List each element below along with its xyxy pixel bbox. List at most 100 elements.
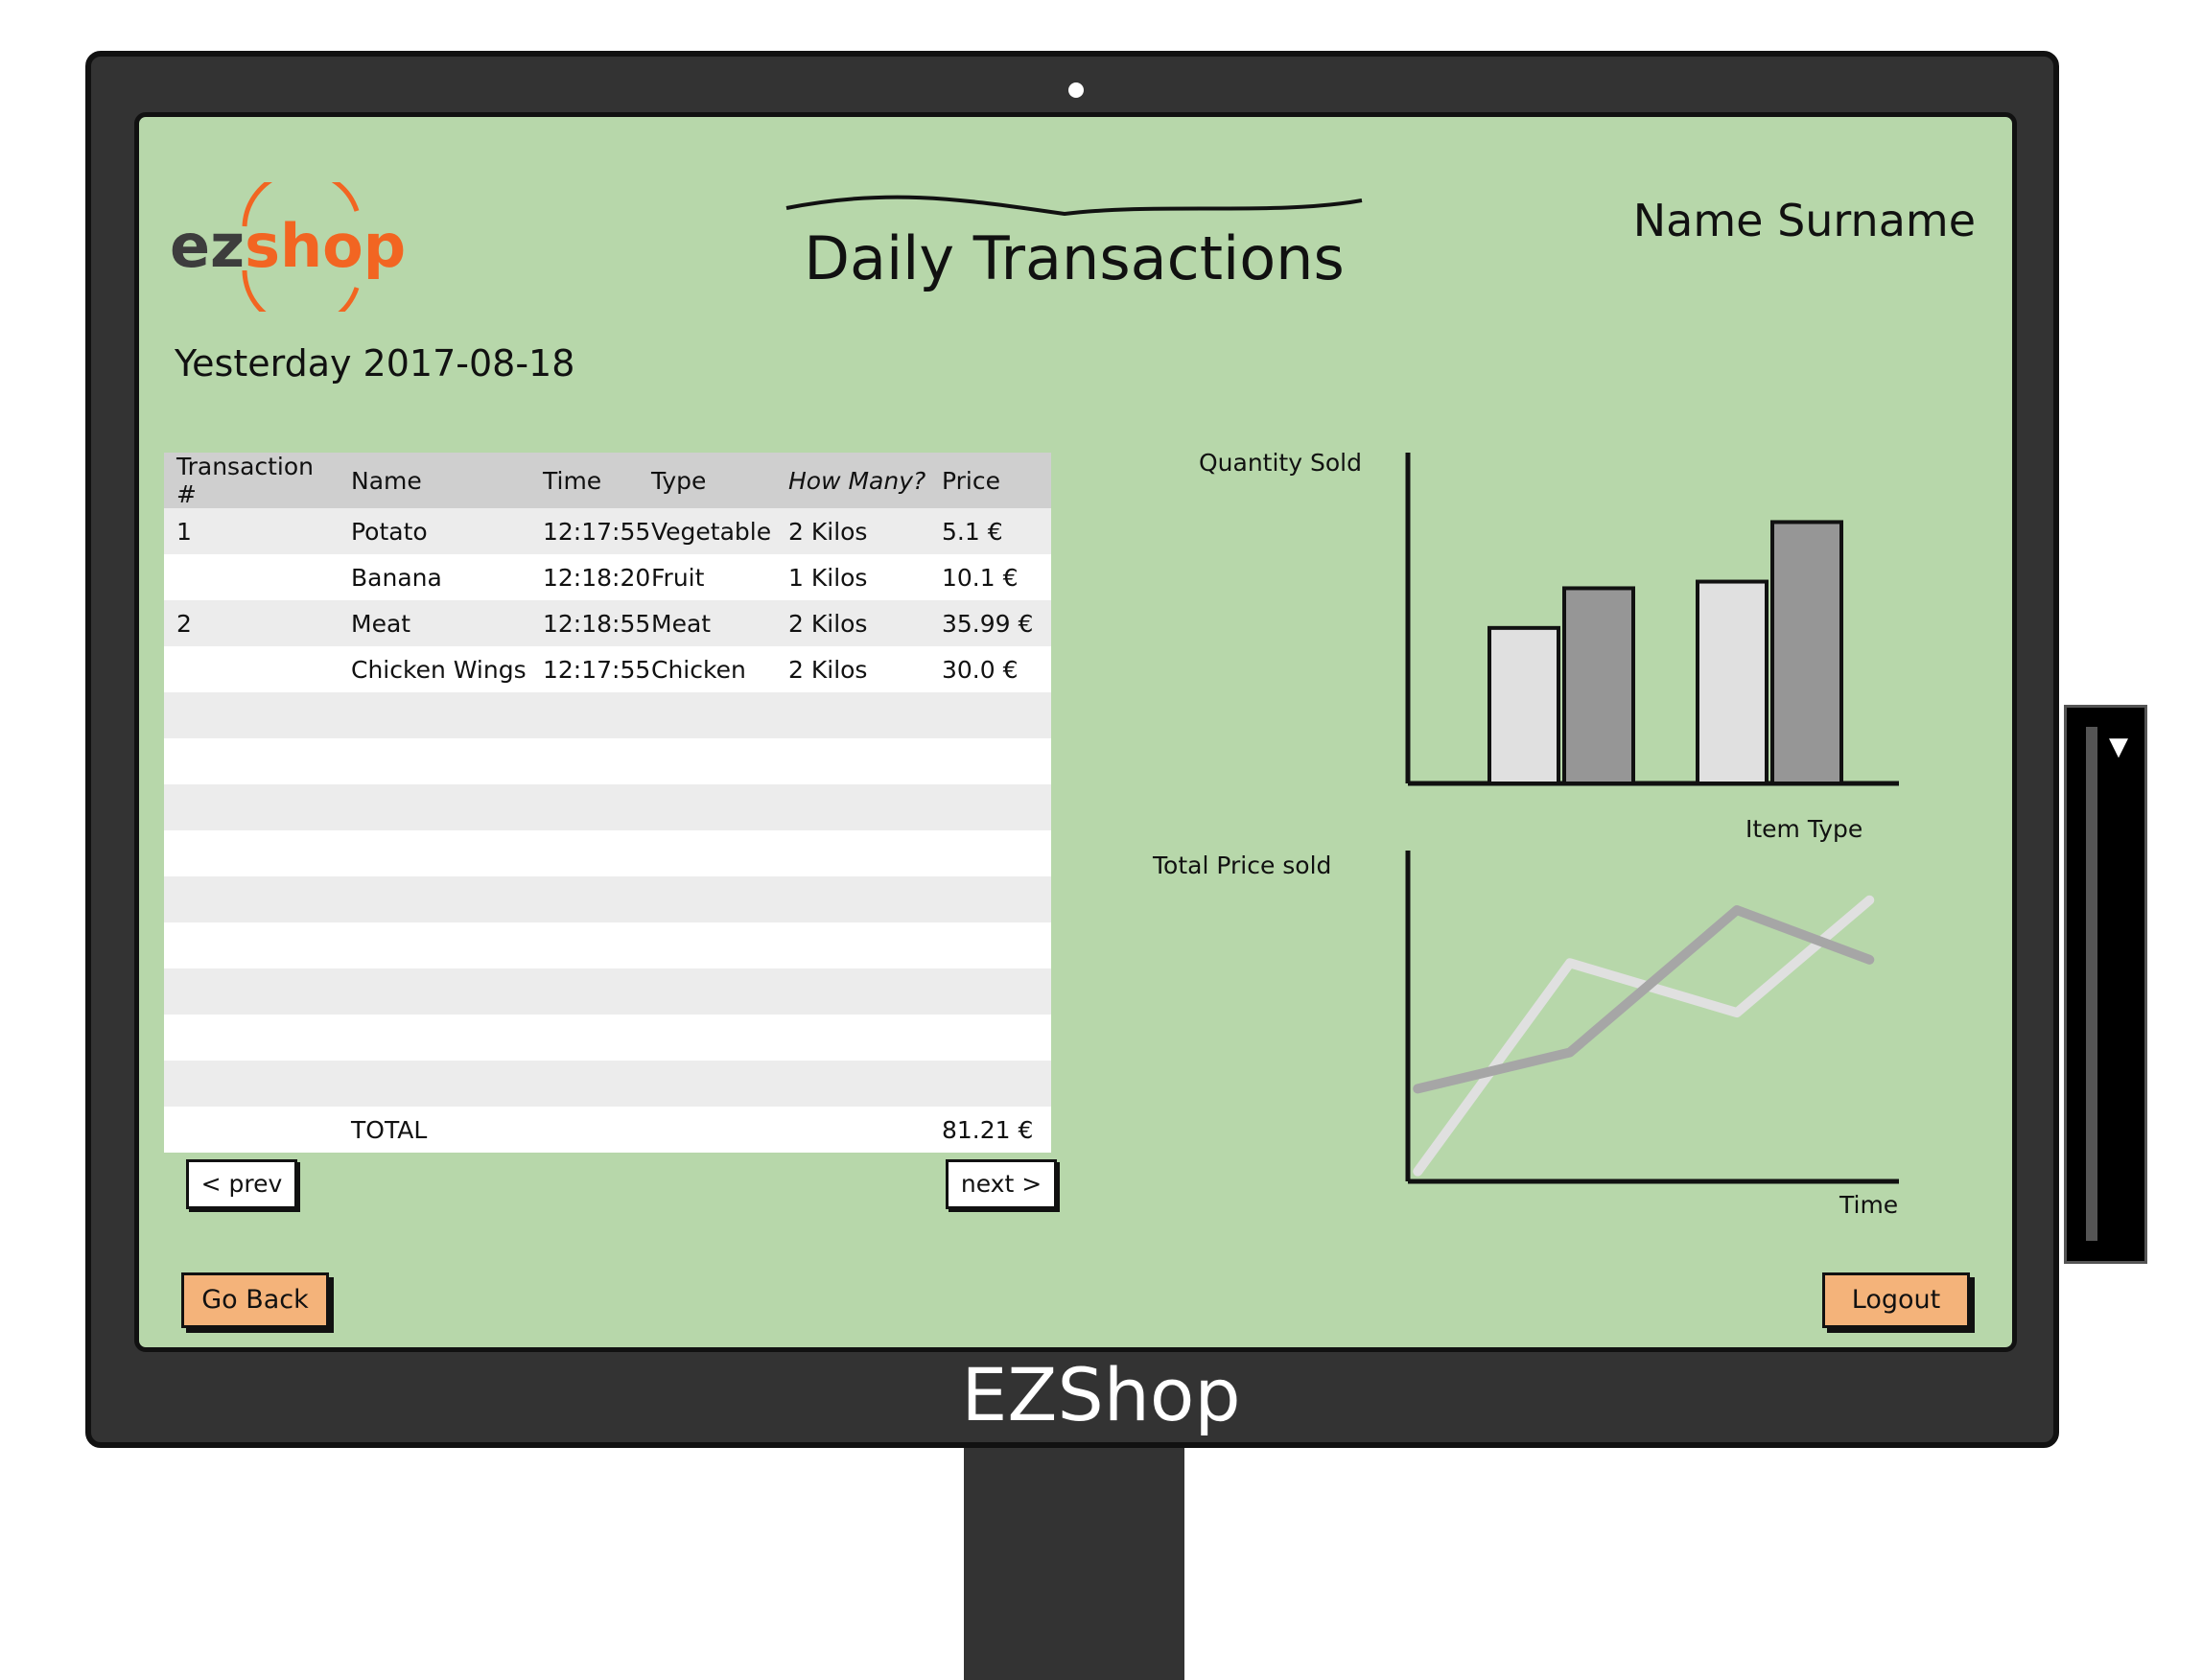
cell-transaction — [164, 876, 339, 922]
col-header-type: Type — [639, 453, 776, 508]
bar-chart-xlabel: Item Type — [1745, 815, 1863, 843]
cell-quantity — [776, 1015, 929, 1061]
cell-transaction: 2 — [164, 600, 339, 646]
line-series-2 — [1413, 905, 1875, 1094]
cell-price — [929, 830, 1051, 876]
line-chart-ylabel: Total Price sold — [1153, 852, 1332, 879]
cell-time — [530, 692, 639, 738]
go-back-button[interactable]: Go Back — [181, 1272, 329, 1328]
table-row — [164, 922, 1051, 968]
cell-time — [530, 876, 639, 922]
cell-name: Meat — [339, 600, 530, 646]
cell-name — [339, 692, 530, 738]
cell-time — [530, 1061, 639, 1107]
cell-transaction — [164, 692, 339, 738]
cell-name — [339, 784, 530, 830]
cell-quantity — [776, 738, 929, 784]
cell-time — [530, 738, 639, 784]
cell-empty — [776, 1107, 929, 1153]
table-row — [164, 876, 1051, 922]
cell-name: Chicken Wings — [339, 646, 530, 692]
cell-price: 10.1 € — [929, 554, 1051, 600]
cell-type — [639, 1061, 776, 1107]
col-header-time: Time — [530, 453, 639, 508]
cell-time — [530, 784, 639, 830]
col-header-price: Price — [929, 453, 1051, 508]
cell-time: 12:17:55 — [530, 646, 650, 692]
total-price-line-chart — [1405, 851, 1899, 1184]
total-value: 81.21 € — [929, 1107, 1051, 1153]
date-label: Yesterday 2017-08-18 — [175, 342, 575, 385]
cell-name — [339, 1015, 530, 1061]
cell-name — [339, 738, 530, 784]
cell-type — [639, 784, 776, 830]
cell-name — [339, 1061, 530, 1107]
camera-icon — [1068, 82, 1084, 98]
cell-type: Vegetable — [639, 508, 776, 554]
cell-price — [929, 968, 1051, 1015]
cell-quantity — [776, 784, 929, 830]
title-swash — [785, 195, 1363, 217]
cell-time — [530, 968, 639, 1015]
cell-empty — [639, 1107, 776, 1153]
cell-type — [639, 922, 776, 968]
bar-g1-s1 — [1488, 625, 1560, 785]
cell-time: 12:17:55 — [530, 508, 650, 554]
bar-chart-ylabel: Quantity Sold — [1199, 449, 1362, 477]
cell-transaction — [164, 1015, 339, 1061]
next-page-button[interactable]: next > — [946, 1159, 1057, 1209]
monitor-stand — [964, 1443, 1184, 1680]
table-row[interactable]: Banana 12:18:20 Fruit 1 Kilos 10.1 € — [164, 554, 1051, 600]
transactions-table: Transaction # Name Time Type How Many? P… — [164, 453, 1051, 1153]
col-header-how-many: How Many? — [776, 453, 929, 508]
svg-text:ezshop: ezshop — [170, 211, 406, 281]
cell-name — [339, 876, 530, 922]
cell-price: 35.99 € — [929, 600, 1051, 646]
cell-quantity: 2 Kilos — [776, 600, 929, 646]
cell-price: 30.0 € — [929, 646, 1051, 692]
cell-price — [929, 738, 1051, 784]
cell-type — [639, 738, 776, 784]
table-row — [164, 830, 1051, 876]
user-name: Name Surname — [1632, 195, 1976, 246]
cell-transaction — [164, 922, 339, 968]
device-brand-label: EZShop — [961, 1352, 1241, 1437]
cell-price — [929, 876, 1051, 922]
cell-empty — [164, 1107, 339, 1153]
line-chart-xlabel: Time — [1839, 1191, 1899, 1219]
cell-type — [639, 1015, 776, 1061]
bar-g1-s2 — [1562, 586, 1635, 785]
col-header-transaction: Transaction # — [164, 453, 339, 508]
title-block: Daily Transactions — [777, 187, 1371, 302]
cell-time — [530, 830, 639, 876]
logout-button[interactable]: Logout — [1822, 1272, 1970, 1328]
bar-g2-s2 — [1770, 520, 1843, 785]
table-row[interactable]: 1 Potato 12:17:55 Vegetable 2 Kilos 5.1 … — [164, 508, 1051, 554]
table-row — [164, 968, 1051, 1015]
cell-time — [530, 922, 639, 968]
table-row — [164, 1015, 1051, 1061]
quantity-sold-bar-chart — [1405, 453, 1899, 786]
card-slot — [2086, 727, 2097, 1241]
table-row — [164, 738, 1051, 784]
table-row[interactable]: 2 Meat 12:18:55 Meat 2 Kilos 35.99 € — [164, 600, 1051, 646]
cell-quantity: 2 Kilos — [776, 508, 929, 554]
cell-type — [639, 968, 776, 1015]
table-row — [164, 692, 1051, 738]
total-label: TOTAL — [339, 1107, 530, 1153]
bar-g2-s1 — [1696, 579, 1769, 785]
cell-quantity — [776, 692, 929, 738]
table-header-row: Transaction # Name Time Type How Many? P… — [164, 453, 1051, 508]
line-series-1 — [1413, 895, 1875, 1177]
cell-quantity — [776, 1061, 929, 1107]
prev-page-button[interactable]: < prev — [186, 1159, 297, 1209]
table-row[interactable]: Chicken Wings 12:17:55 Chicken 2 Kilos 3… — [164, 646, 1051, 692]
arrow-down-icon: ▼ — [2109, 733, 2128, 761]
cell-transaction: 1 — [164, 508, 339, 554]
cell-transaction — [164, 554, 339, 600]
cell-transaction — [164, 738, 339, 784]
page-title: Daily Transactions — [804, 223, 1345, 293]
cell-type — [639, 692, 776, 738]
cell-price — [929, 922, 1051, 968]
cell-empty — [530, 1107, 639, 1153]
